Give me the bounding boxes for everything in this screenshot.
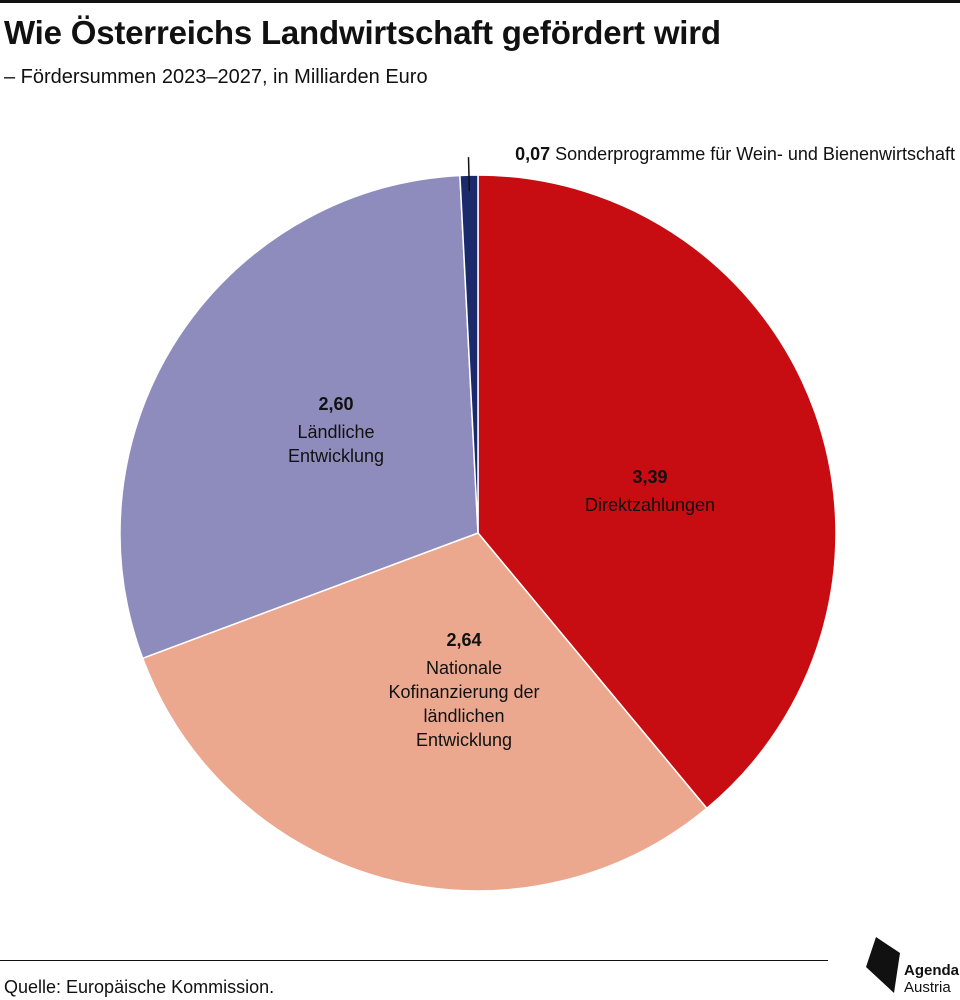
pie-slice-nationale-kofinanzierung bbox=[141, 532, 708, 892]
slice-name-nationale-kofinanzierung: Nationale Kofinanzierung der ländlichen Ent… bbox=[388, 658, 539, 750]
slice-value-laendliche-entwicklung: 2,60 bbox=[318, 394, 353, 414]
leader-line-sonderprogramme bbox=[467, 157, 471, 192]
slice-value-sonderprogramme: 0,07 bbox=[515, 144, 555, 164]
pie-chart: 3,39 Direktzahlungen 2,64 Nationale Kofinanz… bbox=[119, 144, 955, 892]
slice-value-direktzahlungen: 3,39 bbox=[632, 467, 667, 487]
pie-slice-direktzahlungen bbox=[477, 174, 837, 810]
logo-mark-icon bbox=[866, 937, 900, 993]
slice-value-nationale-kofinanzierung: 2,64 bbox=[446, 630, 481, 650]
top-rule bbox=[0, 0, 960, 3]
slice-label-sonderprogramme: 0,07 Sonderprogramme für Wein- und Biene… bbox=[515, 144, 955, 164]
chart-subtitle: – Fördersummen 2023–2027, in Milliarden … bbox=[4, 66, 428, 88]
agenda-austria-logo: Agenda Austria bbox=[862, 935, 960, 997]
logo-text-austria: Austria bbox=[904, 979, 951, 996]
chart-title: Wie Österreichs Landwirtschaft gefördert… bbox=[4, 14, 721, 51]
logo-text-agenda: Agenda bbox=[904, 962, 960, 979]
pie-slice-laendliche-entwicklung bbox=[119, 174, 479, 660]
source-note: Quelle: Europäische Kommission. bbox=[4, 977, 275, 997]
bottom-rule bbox=[0, 960, 828, 961]
slice-name-direktzahlungen: Direktzahlungen bbox=[585, 495, 715, 515]
slice-name-sonderprogramme: Sonderprogramme für Wein- und Bienenwirt… bbox=[555, 144, 955, 164]
slice-name-laendliche-entwicklung: Ländliche Entwicklung bbox=[288, 422, 384, 466]
